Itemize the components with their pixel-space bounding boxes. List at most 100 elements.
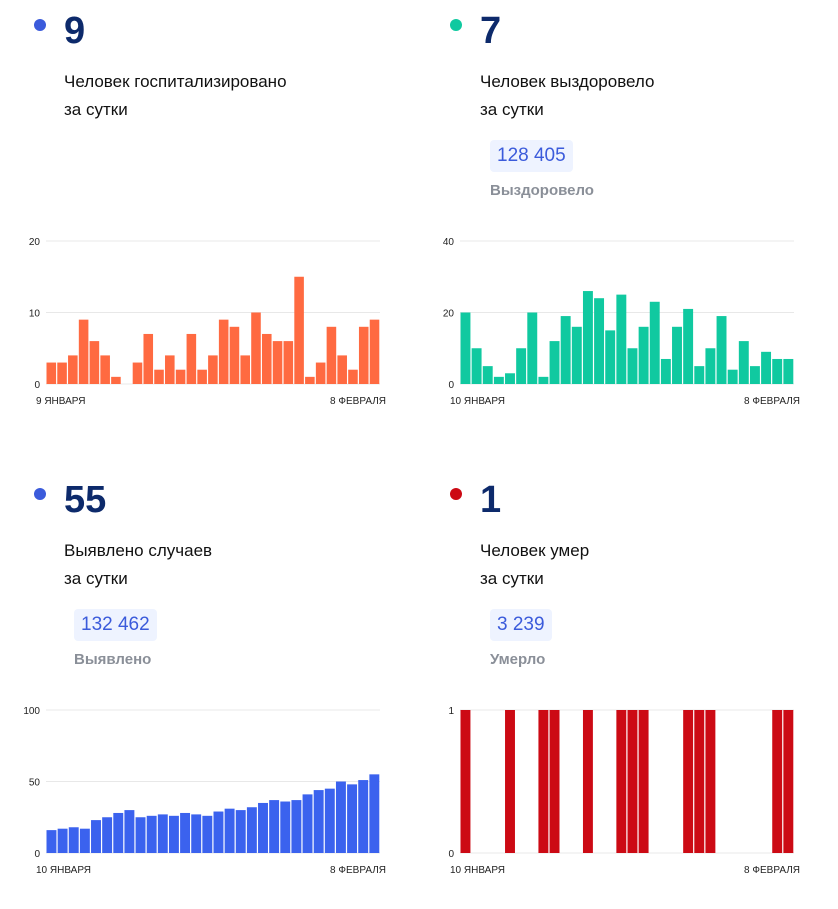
deaths-x-start-label: 10 ЯНВАРЯ: [450, 865, 505, 876]
cases-bar: [358, 780, 369, 853]
recovered-bar: [738, 341, 749, 384]
deaths-line2: за сутки: [480, 569, 544, 588]
deaths-bar: [705, 710, 716, 853]
panel-cases: 55 Выявлено случаев за сутки 132 462 Выя…: [23, 469, 434, 909]
cases-bar: [369, 774, 380, 853]
recovered-bar: [505, 373, 515, 384]
hospitalized-line2: за сутки: [64, 100, 128, 119]
recovered-x-end-label: 8 ФЕВРАЛЯ: [744, 396, 800, 407]
deaths-x-end-label: 8 ФЕВРАЛЯ: [744, 865, 800, 876]
deaths-bar: [505, 710, 515, 853]
cases-bar: [57, 828, 68, 853]
hospitalized-y-tick-label: 0: [34, 380, 40, 391]
cases-line2: за сутки: [64, 569, 128, 588]
cases-count: 55: [64, 479, 107, 521]
hospitalized-description: Человек госпитализировано за сутки: [64, 68, 287, 124]
hospitalized-bar: [337, 355, 347, 384]
cases-bar: [202, 815, 213, 853]
hospitalized-bar: [78, 319, 89, 384]
panel-recovered: 7 Человек выздоровело за сутки 128 405 В…: [443, 0, 838, 440]
deaths-bar: [549, 710, 560, 853]
recovered-bar: [527, 312, 538, 384]
deaths-line1: Человек умер: [480, 541, 590, 560]
cases-bar: [258, 802, 268, 853]
cases-bar: [79, 828, 90, 853]
recovered-bar: [594, 298, 605, 384]
panel-hospitalized: 9 Человек госпитализировано за сутки 0 10…: [29, 0, 434, 440]
recovered-count: 7: [480, 10, 502, 52]
recovered-description: Человек выздоровело за сутки: [480, 68, 655, 124]
recovered-bar: [694, 366, 705, 384]
cases-bar: [102, 817, 113, 853]
cases-bar: [91, 820, 101, 853]
recovered-total: 128 405: [490, 140, 573, 172]
hospitalized-bar: [208, 355, 218, 384]
recovered-bar: [460, 312, 471, 384]
deaths-total: 3 239: [490, 609, 552, 641]
recovered-chart: 0 20 40 10 ЯНВАРЯ 8 ФЕВРАЛЯ: [443, 237, 800, 407]
hospitalized-bar: [251, 312, 261, 384]
dot-cases: [34, 488, 46, 500]
recovered-bar: [705, 348, 716, 384]
deaths-bar: [627, 710, 638, 853]
hospitalized-bar: [68, 355, 78, 384]
recovered-line2: за сутки: [480, 100, 544, 119]
recovered-bar: [538, 376, 549, 384]
cases-bar: [313, 790, 324, 853]
deaths-bar: [683, 710, 694, 853]
cases-bar: [235, 810, 246, 853]
recovered-y-tick-label: 20: [443, 309, 455, 320]
cases-description: Выявлено случаев за сутки: [64, 537, 212, 593]
recovered-bar: [649, 301, 660, 384]
hospitalized-y-tick-label: 20: [29, 237, 41, 248]
hospitalized-bar: [57, 362, 67, 384]
recovered-bar: [471, 348, 482, 384]
deaths-bar: [772, 710, 783, 853]
hospitalized-bar: [358, 326, 369, 384]
cases-bar: [269, 800, 280, 853]
hospitalized-chart: 0 10 20 9 ЯНВАРЯ 8 ФЕВРАЛЯ: [29, 237, 386, 407]
hospitalized-bar: [89, 341, 100, 384]
recovered-bar: [627, 348, 638, 384]
recovered-bar: [638, 326, 649, 384]
cases-x-start-label: 10 ЯНВАРЯ: [36, 865, 91, 876]
recovered-bar: [727, 369, 738, 384]
cases-bar: [113, 812, 124, 853]
cases-y-tick-label: 50: [29, 778, 41, 789]
hospitalized-bar: [46, 362, 57, 384]
cases-bar: [146, 815, 157, 853]
hospitalized-count: 9: [64, 10, 86, 52]
recovered-bar: [605, 330, 616, 384]
recovered-bar: [560, 316, 571, 384]
recovered-total-label: Выздоровело: [490, 182, 594, 199]
hospitalized-bar: [348, 369, 358, 384]
hospitalized-bar: [229, 326, 240, 384]
hospitalized-bar: [305, 376, 315, 384]
cases-bar: [68, 827, 79, 853]
cases-chart: 0 50 100 10 ЯНВАРЯ 8 ФЕВРАЛЯ: [23, 706, 386, 876]
recovered-y-tick-label: 40: [443, 237, 455, 248]
cases-y-tick-label: 100: [23, 706, 40, 717]
recovered-bar: [772, 358, 783, 384]
hospitalized-bar: [154, 369, 164, 384]
cases-total: 132 462: [74, 609, 157, 641]
hospitalized-bar: [186, 333, 197, 384]
cases-bar: [46, 830, 57, 853]
recovered-y-tick-label: 0: [448, 380, 454, 391]
deaths-chart: 0 1 10 ЯНВАРЯ 8 ФЕВРАЛЯ: [448, 706, 800, 876]
recovered-x-start-label: 10 ЯНВАРЯ: [450, 396, 505, 407]
hospitalized-bar: [165, 355, 175, 384]
hospitalized-bar: [261, 333, 272, 384]
recovered-line1: Человек выздоровело: [480, 72, 655, 91]
recovered-bar: [616, 294, 627, 384]
deaths-bar: [783, 710, 794, 853]
deaths-y-tick-label: 0: [448, 849, 454, 860]
hospitalized-bar: [100, 355, 110, 384]
cases-y-tick-label: 0: [34, 849, 40, 860]
cases-bar: [180, 812, 191, 853]
hospitalized-bar: [272, 341, 283, 384]
cases-bar: [168, 815, 179, 853]
recovered-bar: [482, 366, 493, 384]
hospitalized-bar: [143, 333, 154, 384]
hospitalized-bar: [326, 326, 337, 384]
